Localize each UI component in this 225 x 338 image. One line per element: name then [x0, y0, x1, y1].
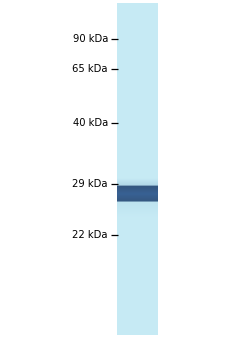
- Text: 90 kDa: 90 kDa: [73, 34, 108, 44]
- Text: 65 kDa: 65 kDa: [72, 64, 108, 74]
- Text: 40 kDa: 40 kDa: [73, 118, 108, 128]
- Text: 29 kDa: 29 kDa: [72, 179, 108, 189]
- Text: 22 kDa: 22 kDa: [72, 230, 108, 240]
